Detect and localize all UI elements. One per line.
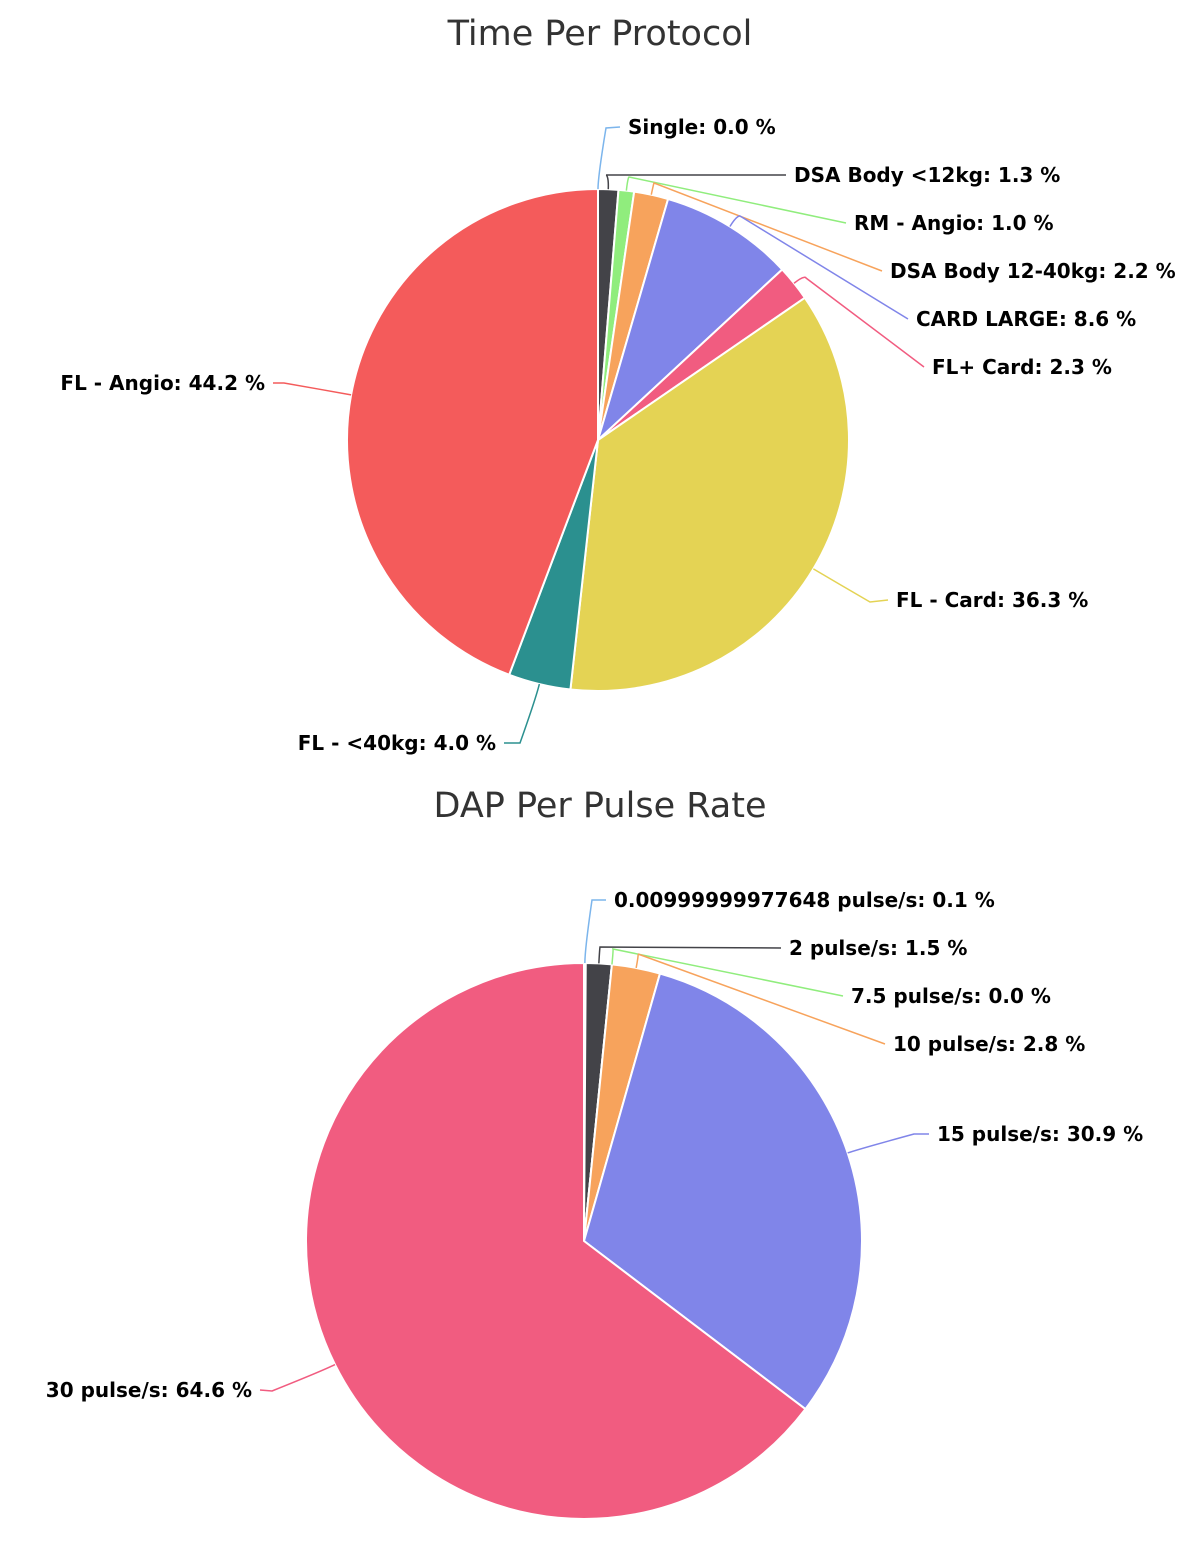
data-label-fl-card: FL+ Card: 2.3 % bbox=[932, 355, 1112, 379]
connector-line-fl-40kg bbox=[504, 683, 541, 744]
pie-slice-15-pulse-s[interactable] bbox=[583, 972, 864, 1411]
connector-line-30-pulse-s bbox=[259, 1363, 336, 1392]
data-label-7-5-pulse-s: 7.5 pulse/s: 0.0 % bbox=[851, 984, 1051, 1008]
data-label-0-00999999977648-pulse-s: 0.00999999977648 pulse/s: 0.1 % bbox=[614, 888, 995, 912]
data-label-fl-card: FL - Card: 36.3 % bbox=[896, 588, 1088, 612]
data-label-rm-angio: RM - Angio: 1.0 % bbox=[854, 211, 1054, 235]
data-label-dsa-body-12-40kg: DSA Body 12-40kg: 2.2 % bbox=[890, 259, 1176, 283]
pie-chart-time-per-protocol: Single: 0.0 % DSA Body <12kg: 1.3 % RM - A… bbox=[60, 115, 1176, 755]
data-label-10-pulse-s: 10 pulse/s: 2.8 % bbox=[893, 1032, 1085, 1056]
data-label-fl-angio: FL - Angio: 44.2 % bbox=[60, 371, 265, 395]
connector-line-card-large bbox=[729, 215, 909, 320]
connector-line-single bbox=[597, 126, 621, 190]
pie-slice-30-pulse-s[interactable] bbox=[305, 962, 807, 1520]
connector-line-fl-card bbox=[793, 276, 925, 368]
chart-title-time-per-protocol: Time Per Protocol bbox=[447, 14, 753, 54]
chart-title-dap-per-pulse-rate: DAP Per Pulse Rate bbox=[433, 786, 767, 826]
connector-line-10-pulse-s bbox=[635, 953, 886, 1045]
data-label-30-pulse-s: 30 pulse/s: 64.6 % bbox=[46, 1378, 252, 1402]
connector-line-fl-angio bbox=[273, 382, 352, 396]
connector-line-0-00999999977648-pulse-s bbox=[584, 899, 606, 964]
data-label-15-pulse-s: 15 pulse/s: 30.9 % bbox=[937, 1122, 1143, 1146]
data-label-dsa-body-12kg: DSA Body <12kg: 1.3 % bbox=[794, 163, 1060, 187]
pie-slice-fl-angio[interactable] bbox=[346, 188, 599, 676]
connector-line-rm-angio bbox=[625, 176, 847, 224]
pie-slice-card-large[interactable] bbox=[597, 197, 784, 441]
connector-line-15-pulse-s bbox=[847, 1133, 929, 1154]
data-label-fl-40kg: FL - <40kg: 4.0 % bbox=[298, 731, 496, 755]
data-label-card-large: CARD LARGE: 8.6 % bbox=[916, 307, 1136, 331]
data-label-2-pulse-s: 2 pulse/s: 1.5 % bbox=[789, 936, 967, 960]
connector-line-dsa-body-12-40kg bbox=[650, 182, 883, 272]
pie-slice-fl-card[interactable] bbox=[569, 296, 850, 692]
data-label-single: Single: 0.0 % bbox=[628, 115, 776, 139]
connector-line-2-pulse-s bbox=[598, 946, 782, 964]
connector-line-fl-card bbox=[812, 568, 889, 603]
connector-line-dsa-body-12kg bbox=[605, 174, 786, 190]
connector-line-7-5-pulse-s bbox=[611, 948, 844, 997]
